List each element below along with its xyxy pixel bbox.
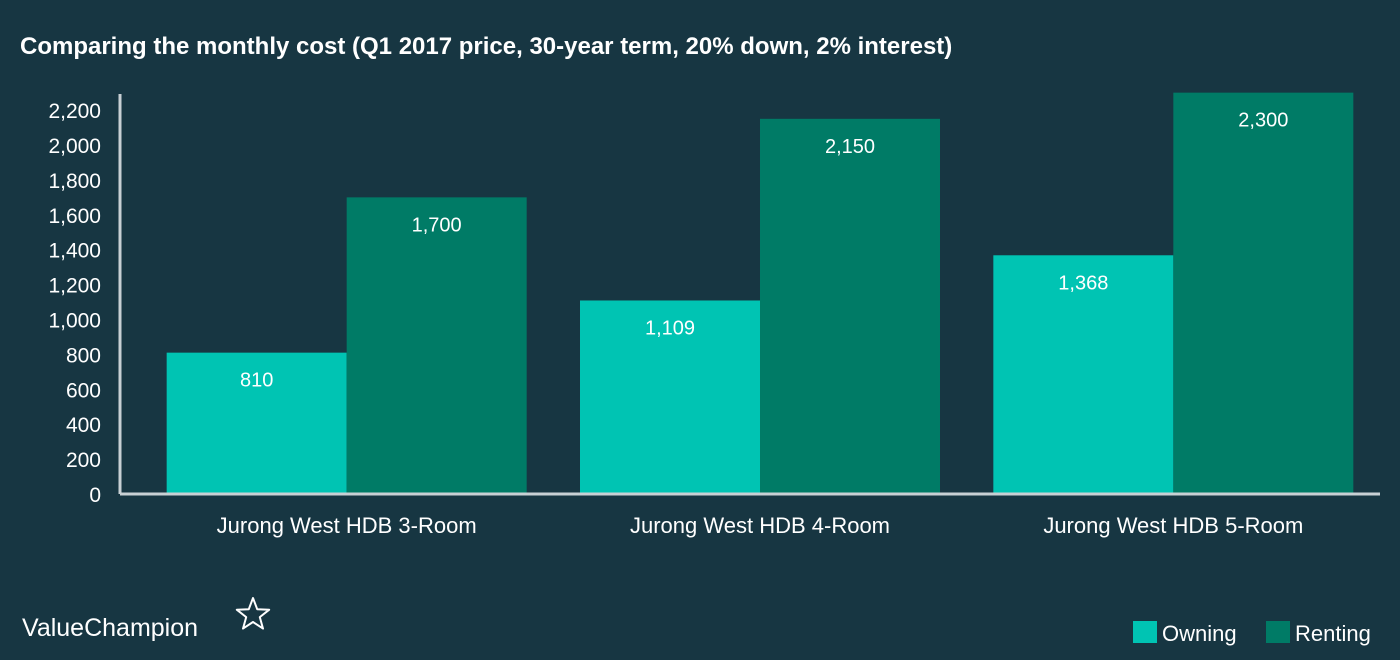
legend-swatch-renting	[1266, 621, 1290, 643]
data-label-renting-3: 2,300	[1238, 110, 1288, 132]
bar-owning-1	[166, 352, 347, 494]
data-label-owning-2: 1,109	[645, 317, 695, 339]
x-category-label: Jurong West HDB 4-Room	[630, 513, 890, 538]
bar-renting-1	[346, 197, 527, 494]
bar-owning-2	[580, 300, 760, 494]
x-axis: Jurong West HDB 3-Room Jurong West HDB 4-…	[120, 492, 1380, 538]
legend-label-owning: Owning	[1162, 621, 1237, 646]
data-label-owning-1: 810	[240, 370, 273, 392]
y-tick-label: 1,400	[48, 240, 101, 263]
brand-logo: ValueChampion	[22, 597, 271, 642]
y-tick-label: 1,000	[48, 310, 101, 333]
bar-owning-3	[993, 255, 1174, 494]
y-tick-label: 600	[66, 379, 101, 402]
chart-title: Comparing the monthly cost (Q1 2017 pric…	[20, 33, 952, 60]
y-tick-label: 1,200	[48, 275, 101, 298]
bar-renting-3	[1173, 92, 1354, 495]
y-tick-label: 800	[66, 344, 101, 367]
x-category-label: Jurong West HDB 3-Room	[217, 513, 477, 538]
bars-group: 810 1,700 1,109 2,150 1,368 2,300	[166, 92, 1354, 495]
brand-name: ValueChampion	[22, 614, 198, 642]
star-outline-icon	[235, 597, 271, 630]
y-tick-label: 1,800	[48, 170, 101, 193]
bar-renting-2	[760, 118, 940, 494]
y-tick-label: 400	[66, 414, 101, 437]
data-label-renting-2: 2,150	[825, 136, 875, 158]
x-category-label: Jurong West HDB 5-Room	[1043, 513, 1303, 538]
data-label-owning-3: 1,368	[1058, 272, 1108, 294]
y-tick-label: 200	[66, 449, 101, 472]
y-tick-label: 2,200	[48, 100, 101, 123]
y-tick-label: 2,000	[48, 135, 101, 158]
data-label-renting-1: 1,700	[412, 214, 462, 236]
legend-swatch-owning	[1133, 621, 1157, 643]
legend-label-renting: Renting	[1295, 621, 1371, 646]
y-tick-label: 1,600	[48, 205, 101, 228]
legend: Owning Renting	[1133, 621, 1371, 646]
y-tick-label: 0	[89, 484, 101, 507]
y-axis: 0 200 400 600 800 1,000 1,200 1,400 1,600 1,800 2,…	[48, 94, 122, 507]
